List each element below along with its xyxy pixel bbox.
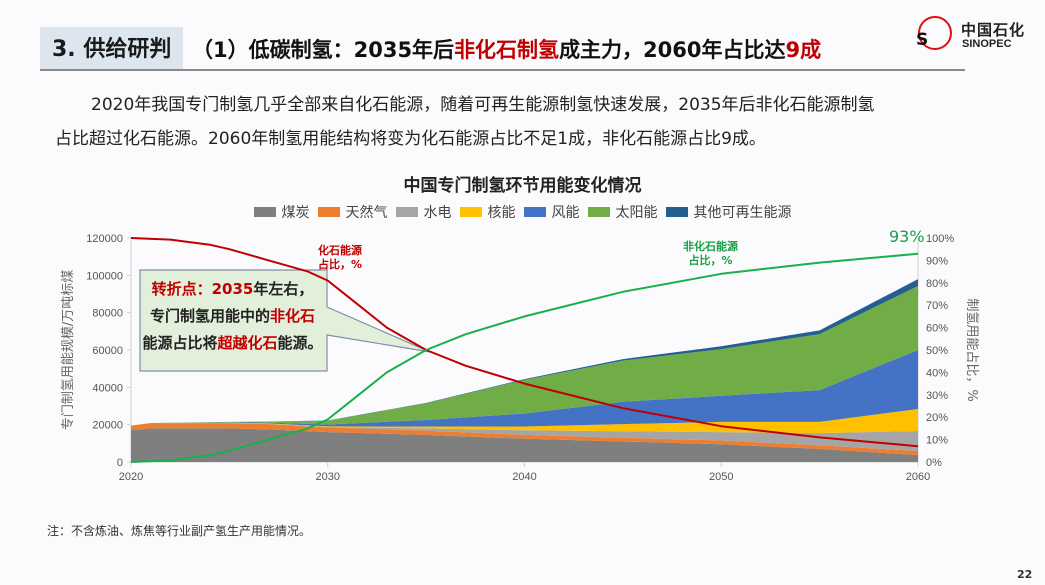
legend-swatch: [253, 207, 276, 217]
nonfossil-share-label: 非化石能源 占比，%: [683, 240, 738, 268]
legend-swatch: [587, 207, 610, 217]
title-part-highlight: 9成: [785, 38, 822, 62]
legend-swatch: [665, 207, 688, 217]
legend-item: 煤炭: [253, 202, 310, 222]
x-tick-label: 2060: [906, 471, 930, 483]
y-tick-label: 120000: [86, 233, 123, 245]
callout-box: [139, 269, 431, 372]
logo-en-text: SINOPEC: [962, 38, 1012, 50]
x-tick-label: 2040: [512, 471, 536, 483]
y2-tick-label: 10%: [926, 435, 948, 447]
line-非化石能源占比，%: [130, 252, 919, 463]
callout-text-part: 能源占比将: [142, 334, 218, 352]
area-天然气: [131, 423, 918, 456]
area-水电: [131, 422, 918, 451]
y-axis-title: 专门制氢用能规模/万吨标煤: [61, 270, 76, 430]
y2-axis-title: 制氢用能占比，%: [964, 298, 979, 401]
slide-header: 3. 供给研判 （1）低碳制氢：2035年后非化石制氢成主力，2060年占比达9…: [40, 27, 965, 71]
annotation-line: 占比，%: [688, 254, 733, 267]
y-tick-label: 40000: [92, 382, 123, 394]
y-tick-label: 20000: [92, 420, 123, 432]
x-tick-label: 2030: [316, 471, 340, 483]
callout-highlight: 转折点：2035: [151, 280, 254, 298]
y2-tick-label: 20%: [926, 412, 948, 424]
logo-circle-icon: [918, 16, 952, 50]
legend-item: 其他可再生能源: [665, 202, 792, 222]
fossil-share-label: 化石能源 占比，%: [318, 244, 362, 272]
paragraph-line-1: 2020年我国专门制氢几乎全部来自化石能源，随着可再生能源制氢快速发展，2035…: [91, 95, 875, 115]
y2-tick-label: 60%: [926, 323, 948, 335]
section-tag: 3. 供给研判: [40, 27, 184, 69]
intro-paragraph: 2020年我国专门制氢几乎全部来自化石能源，随着可再生能源制氢快速发展，2035…: [55, 88, 1015, 156]
y2-tick-label: 80%: [926, 278, 948, 290]
paragraph-line-2: 占比超过化石能源。2060年制氢用能结构将变为化石能源占比不足1成，非化石能源占…: [55, 129, 766, 149]
legend-label: 煤炭: [281, 205, 310, 221]
y2-tick-label: 100%: [926, 233, 954, 245]
chart-legend: 煤炭 天然气 水电 核能 风能 太阳能 其他可再生能源: [0, 202, 1045, 222]
annotation-line: 占比，%: [318, 258, 363, 271]
callout-highlight: 超越化石: [217, 334, 278, 352]
area-风能: [131, 350, 918, 427]
legend-swatch: [523, 207, 546, 217]
title-part: （1）低碳制氢：2035年后: [192, 38, 455, 62]
y2-tick-label: 0%: [926, 457, 942, 469]
y2-tick-label: 50%: [926, 345, 948, 357]
legend-label: 天然气: [345, 205, 388, 221]
legend-label: 风能: [551, 205, 580, 221]
y-tick-label: 0: [117, 457, 123, 469]
y-tick-label: 80000: [92, 308, 123, 320]
x-tick-label: 2020: [119, 471, 143, 483]
legend-item: 核能: [459, 202, 516, 222]
y2-tick-label: 30%: [926, 390, 948, 402]
title-part-highlight: 非化石制氢: [454, 38, 560, 62]
legend-label: 其他可再生能源: [693, 205, 792, 221]
area-太阳能: [131, 285, 918, 426]
legend-swatch: [459, 207, 482, 217]
y2-tick-label: 90%: [926, 255, 948, 267]
callout-text-part: 年左右，: [253, 280, 314, 298]
legend-label: 水电: [423, 205, 452, 221]
footnote: 注：不含炼油、炼焦等行业副产氢生产用能情况。: [47, 524, 312, 538]
annotation-line: 非化石能源: [683, 240, 738, 253]
area-煤炭: [131, 428, 918, 462]
title-part: 成主力，2060年占比达: [559, 38, 786, 62]
logo-mark: S: [916, 30, 929, 50]
chart-title: 中国专门制氢环节用能变化情况: [403, 176, 642, 196]
callout-text-part: 能源。: [277, 334, 323, 352]
annotation-line: 化石能源: [318, 244, 363, 257]
logo-cn-text: 中国石化: [961, 21, 1026, 39]
legend-item: 天然气: [317, 202, 388, 222]
end-value-label: 93%: [889, 227, 925, 246]
callout-text-part: 专门制氢用能中的: [149, 307, 270, 325]
slide-title: （1）低碳制氢：2035年后非化石制氢成主力，2060年占比达9成: [192, 27, 821, 69]
legend-label: 核能: [487, 205, 516, 221]
legend-swatch: [317, 207, 340, 217]
legend-swatch: [395, 207, 418, 217]
line-化石能源占比，%: [130, 237, 919, 448]
y-tick-label: 60000: [92, 345, 123, 357]
legend-item: 太阳能: [587, 202, 658, 222]
legend-item: 水电: [395, 202, 452, 222]
page-number: 22: [1017, 568, 1033, 581]
y2-tick-label: 40%: [926, 367, 948, 379]
legend-label: 太阳能: [615, 205, 658, 221]
legend-item: 风能: [523, 202, 580, 222]
sinopec-logo: S 中国石化 SINOPEC: [915, 14, 1040, 56]
y2-tick-label: 70%: [926, 300, 948, 312]
x-tick-label: 2050: [709, 471, 733, 483]
callout-text: 转折点：2035年左右， 专门制氢用能中的非化石 能源占比将超越化石能源。: [140, 276, 325, 357]
callout-highlight: 非化石: [270, 307, 316, 325]
y-tick-label: 100000: [86, 270, 123, 282]
